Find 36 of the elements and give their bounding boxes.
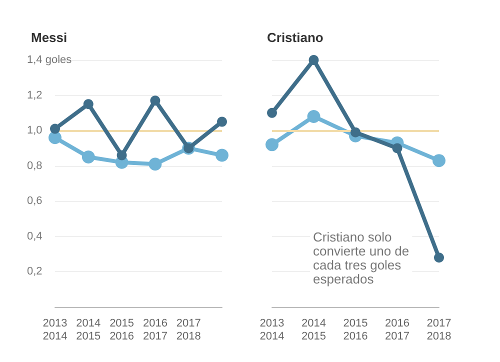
point: [116, 150, 127, 160]
chart-title: Messi: [31, 30, 68, 45]
y-tick-label: 0,6: [27, 195, 42, 208]
x-tick-label: 2013 2014: [260, 318, 284, 342]
point: [434, 252, 444, 263]
point: [307, 110, 320, 123]
x-tick-label: 2017 2018: [426, 318, 452, 342]
annotation: Cristiano solo convierte uno de cada tres goles esperados: [313, 230, 410, 286]
point: [83, 99, 94, 110]
point: [392, 143, 402, 154]
point: [148, 158, 162, 171]
y-tick-label: 0,4: [27, 230, 42, 242]
x-tick-label: 2013 2014: [42, 318, 68, 342]
x-tick-label: 2014 2015: [302, 318, 326, 342]
x-tick-label: 2017 2018: [176, 318, 201, 342]
y-tick-label: 0,2: [27, 266, 42, 278]
point: [350, 127, 360, 138]
point: [82, 150, 95, 164]
chart-title: Cristiano: [267, 30, 324, 45]
point: [150, 96, 160, 106]
point: [216, 148, 228, 162]
y-tick-label: 1,0: [27, 124, 42, 137]
point: [308, 55, 319, 65]
y-tick-label: 1,2: [27, 89, 42, 102]
x-tick-label: 2016 2017: [385, 318, 410, 342]
y-tick-label: 0,8: [27, 160, 42, 172]
point: [50, 124, 60, 134]
x-tick-label: 2015 2016: [343, 318, 368, 342]
point: [217, 116, 227, 127]
point: [266, 138, 278, 152]
y-tick-label: 1,4 goles: [27, 54, 72, 66]
x-tick-label: 2016 2017: [142, 318, 168, 342]
point: [432, 154, 446, 168]
x-tick-label: 2015 2016: [110, 318, 134, 342]
x-tick-label: 2014 2015: [76, 318, 101, 342]
point: [267, 108, 277, 118]
